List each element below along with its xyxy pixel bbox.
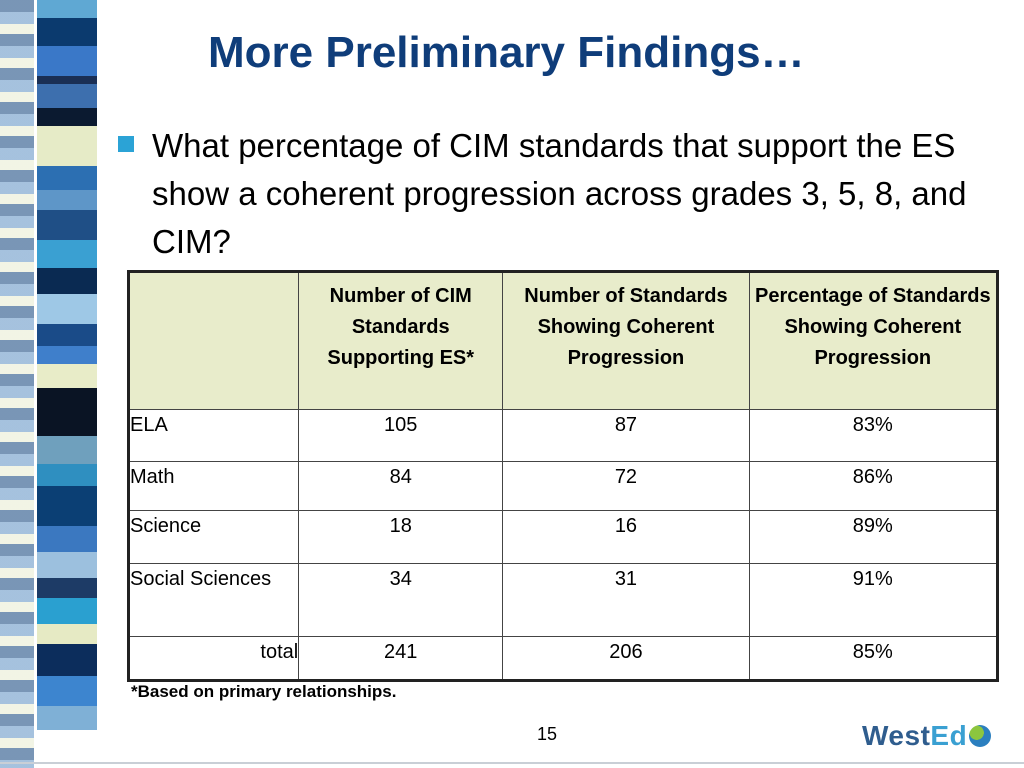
sidebar-block <box>37 84 97 108</box>
header-cell-percent: Percentage of Standards Showing Coherent… <box>748 271 999 410</box>
percent-cell: 85% <box>748 636 999 681</box>
wested-logo: WestEd <box>862 720 992 752</box>
sidebar-block <box>37 486 97 526</box>
sidebar-block <box>37 126 97 166</box>
sidebar-block <box>37 294 97 324</box>
sidebar-block <box>37 552 97 578</box>
sidebar-block <box>37 46 97 76</box>
subject-cell: Social Sciences <box>127 563 300 637</box>
globe-icon <box>969 725 992 747</box>
supporting-cell: 241 <box>298 636 504 681</box>
table-header-row: Number of CIM Standards Supporting ES* N… <box>127 271 999 410</box>
footnote: *Based on primary relationships. <box>131 682 397 701</box>
percent-cell: 83% <box>748 409 999 462</box>
sidebar-block <box>37 166 97 190</box>
percent-cell: 91% <box>748 563 999 637</box>
sidebar-block <box>37 624 97 644</box>
coherent-cell: 72 <box>502 461 750 511</box>
bottom-divider <box>0 762 1024 764</box>
sidebar-block <box>37 578 97 598</box>
sidebar-block <box>37 706 97 730</box>
total-label-cell: total <box>127 636 300 681</box>
sidebar-edge-pattern <box>0 0 34 768</box>
sidebar-block <box>37 76 97 84</box>
sidebar-block <box>37 190 97 210</box>
sidebar-block <box>37 388 97 436</box>
bullet-text: What percentage of CIM standards that su… <box>152 127 967 260</box>
sidebar-block <box>37 436 97 464</box>
sidebar-block <box>37 598 97 624</box>
bullet-item: What percentage of CIM standards that su… <box>118 122 1008 266</box>
logo-text-ed: Ed <box>930 720 968 751</box>
logo-text-west: West <box>862 720 931 751</box>
sidebar-color-strip <box>37 0 97 768</box>
sidebar-block <box>37 18 97 46</box>
coherent-cell: 16 <box>502 510 750 564</box>
table-row: Social Sciences 34 31 91% <box>127 563 999 637</box>
sidebar-block <box>37 268 97 294</box>
sidebar-block <box>37 676 97 706</box>
table-row: ELA 105 87 83% <box>127 409 999 462</box>
slide-title: More Preliminary Findings… <box>208 28 805 77</box>
decorative-sidebar <box>0 0 115 768</box>
coherent-cell: 206 <box>502 636 750 681</box>
coherent-cell: 31 <box>502 563 750 637</box>
subject-cell: ELA <box>127 409 300 462</box>
sidebar-block <box>37 464 97 486</box>
header-cell-coherent: Number of Standards Showing Coherent Pro… <box>502 271 750 410</box>
subject-cell: Science <box>127 510 300 564</box>
square-bullet-icon <box>118 136 134 152</box>
supporting-cell: 18 <box>298 510 504 564</box>
supporting-cell: 84 <box>298 461 504 511</box>
percent-cell: 86% <box>748 461 999 511</box>
sidebar-block <box>37 526 97 552</box>
sidebar-block <box>37 0 97 18</box>
logo-wordmark: WestEd <box>862 720 967 752</box>
sidebar-block <box>37 240 97 268</box>
table-row: Science 18 16 89% <box>127 510 999 564</box>
coherent-cell: 87 <box>502 409 750 462</box>
sidebar-block <box>37 346 97 364</box>
sidebar-block <box>37 108 97 126</box>
sidebar-block <box>37 210 97 240</box>
sidebar-block <box>37 364 97 388</box>
supporting-cell: 34 <box>298 563 504 637</box>
page-number: 15 <box>537 724 558 744</box>
table-row: Math 84 72 86% <box>127 461 999 511</box>
header-cell-supporting: Number of CIM Standards Supporting ES* <box>298 271 504 410</box>
header-cell-blank <box>127 271 300 410</box>
percent-cell: 89% <box>748 510 999 564</box>
supporting-cell: 105 <box>298 409 504 462</box>
subject-cell: Math <box>127 461 300 511</box>
sidebar-block <box>37 644 97 676</box>
sidebar-block <box>37 324 97 346</box>
findings-table: Number of CIM Standards Supporting ES* N… <box>127 270 999 682</box>
table-total-row: total 241 206 85% <box>127 636 999 681</box>
